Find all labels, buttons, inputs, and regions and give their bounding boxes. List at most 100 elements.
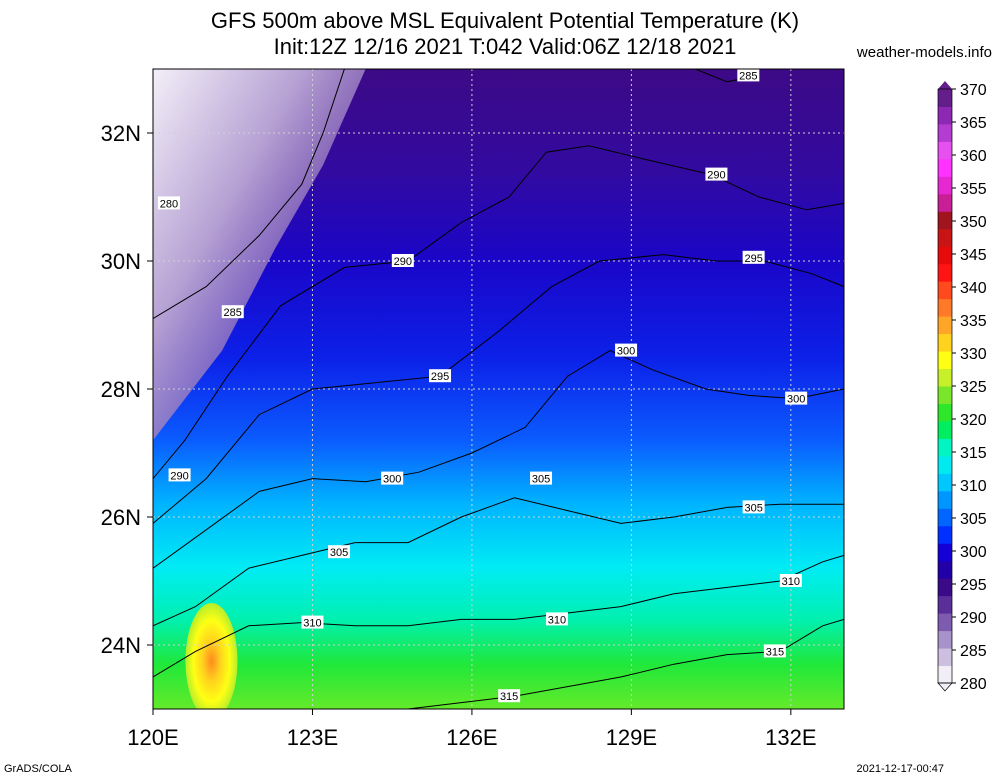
contour-label-12: 305 (742, 500, 765, 514)
site-credit: weather-models.info (856, 44, 992, 61)
contour-label-bg (429, 369, 452, 383)
colorbar-label: 355 (960, 181, 987, 198)
contour-label-14: 310 (779, 574, 802, 588)
chart-title: GFS 500m above MSL Equivalent Potential … (90, 8, 920, 60)
x-tick-label: 126E (446, 725, 497, 750)
software-credit: GrADS/COLA (4, 763, 72, 775)
plot-area: 285 290 280 295 290 285 300 295 300 290 300 305 305 3… (153, 69, 844, 709)
colorbar-segment (938, 333, 952, 352)
contour-label-text: 295 (744, 253, 762, 265)
colorbar-segment (938, 508, 952, 527)
colorbar-segment (938, 106, 952, 125)
contour-label-11: 305 (530, 471, 553, 486)
x-tick-label: 132E (765, 725, 816, 750)
colorbar-segment (938, 490, 952, 509)
contour-label-bg (785, 391, 808, 405)
contour-label-text: 310 (303, 618, 321, 630)
contour-label-bg (381, 471, 404, 485)
contour-label-10: 300 (381, 471, 404, 486)
timestamp: 2021-12-17-00:47 (856, 763, 944, 775)
axes: 120E 123E 126E 129E 132E 24N 26N 28N 30N 32N (101, 68, 845, 750)
contour-label-3: 295 (742, 250, 765, 265)
colorbar-segment (938, 386, 952, 404)
contour-label-1: 290 (705, 167, 728, 182)
contour-label-text: 285 (739, 70, 757, 82)
contour-label-text: 305 (744, 502, 762, 514)
contour-label-text: 285 (224, 307, 242, 319)
y-tick-label: 26N (101, 505, 141, 530)
colorbar-label: 330 (960, 346, 987, 363)
colorbar: 280 285 290 295 300 305 310 315 320 325 330 335 340 3… (937, 81, 987, 693)
x-tick-label: 129E (606, 725, 657, 750)
contour-label-text: 295 (431, 371, 449, 383)
warm-core-region (185, 603, 238, 709)
contour-line-285-0 (153, 69, 345, 320)
colorbar-label: 360 (960, 148, 987, 165)
colorbar-segment (938, 246, 952, 265)
contour-label-bg (157, 196, 180, 210)
contour-label-17: 315 (763, 644, 786, 658)
contour-label-bg (545, 612, 568, 626)
colorbar-segment (938, 193, 952, 212)
contour-label-bg (763, 644, 786, 658)
colorbar-segment (938, 595, 952, 614)
colorbar-label: 370 (960, 82, 987, 99)
colorbar-segment (938, 420, 952, 439)
colorbar-segment (938, 211, 952, 230)
contour-label-text: 310 (548, 614, 566, 626)
colorbar-segment (938, 298, 952, 317)
colorbar-label: 340 (960, 280, 987, 297)
colorbar-segment (938, 578, 952, 597)
contour-label-6: 300 (615, 343, 638, 358)
colorbar-segment (938, 403, 952, 422)
contour-line-290-2 (153, 145, 844, 479)
contour-label-9: 290 (168, 468, 191, 482)
colorbar-segment (938, 630, 952, 649)
colorbar-label: 320 (960, 412, 987, 429)
title-line-2: Init:12Z 12/16 2021 T:042 Valid:06Z 12/1… (273, 34, 737, 59)
contour-label-7: 295 (429, 369, 452, 383)
contour-label-text: 300 (383, 474, 401, 486)
colorbar-label: 295 (960, 577, 987, 594)
colorbar-label: 350 (960, 214, 987, 231)
contour-label-bg (530, 471, 553, 485)
contour-label-2: 280 (157, 196, 180, 210)
colorbar-label: 310 (960, 478, 987, 495)
contour-label-bg (742, 250, 765, 264)
colorbar-label: 290 (960, 610, 987, 627)
colorbar-label: 300 (960, 544, 987, 561)
colorbar-label: 335 (960, 313, 987, 330)
contour-label-bg (221, 305, 244, 319)
colorbar-segment (938, 228, 952, 247)
colorbar-segment (938, 455, 952, 474)
colorbar-label: 305 (960, 511, 987, 528)
colorbar-segment (938, 351, 952, 370)
colorbar-top-arrow (938, 81, 952, 89)
contour-label-bg (705, 167, 728, 181)
contour-label-text: 315 (500, 691, 518, 703)
contour-label-18: 315 (498, 689, 521, 703)
colorbar-label: 280 (960, 676, 987, 693)
colorbar-segment (938, 525, 952, 544)
colorbar-segment (938, 368, 952, 387)
contour-label-text: 300 (617, 346, 635, 358)
contour-label-4: 290 (391, 254, 414, 268)
colorbar-segment (938, 543, 952, 562)
contour-label-bg (391, 254, 414, 267)
colorbar-label: 365 (960, 115, 987, 132)
x-tick-label: 123E (287, 725, 338, 750)
contour-label-bg (737, 69, 760, 82)
contour-label-0: 285 (737, 69, 760, 82)
contour-label-bg (328, 545, 351, 559)
contour-label-15: 310 (301, 615, 324, 630)
colorbar-segment (938, 263, 952, 282)
colorbar-segment (938, 158, 952, 177)
colorbar-label: 285 (960, 643, 987, 660)
contour-label-text: 290 (394, 256, 412, 268)
colorbar-segment (938, 560, 952, 579)
colorbar-label: 345 (960, 247, 987, 264)
y-tick-label: 32N (101, 121, 141, 146)
x-tick-label: 120E (127, 725, 178, 750)
colorbar-segment (938, 176, 952, 195)
colorbar-segment (938, 89, 952, 107)
